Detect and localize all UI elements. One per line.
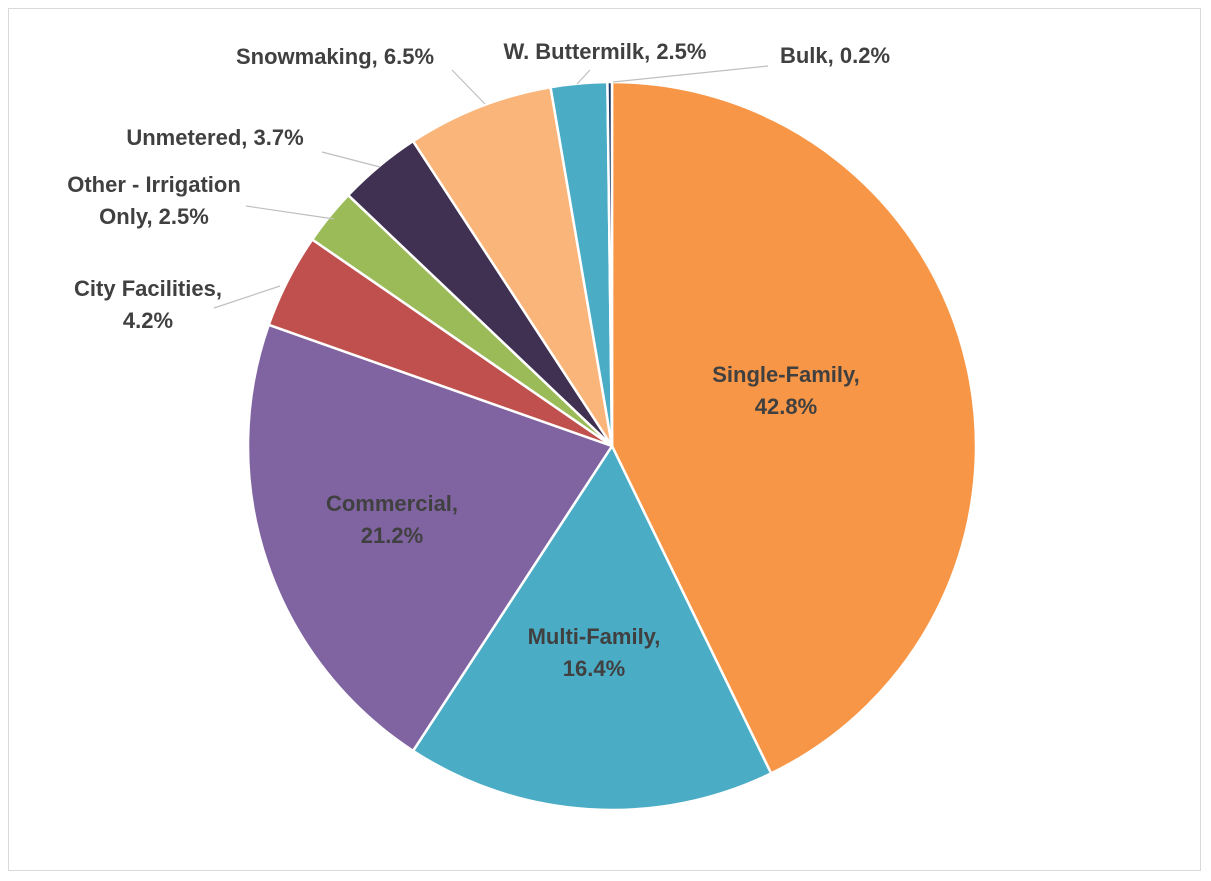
- pie-slice-snowmaking: [411, 85, 614, 448]
- data-label-line: 16.4%: [563, 656, 625, 681]
- data-label-line: Other - Irrigation: [67, 172, 241, 197]
- data-label-line: Commercial,: [326, 491, 458, 516]
- data-label-unmetered: Unmetered, 3.7%: [126, 125, 303, 150]
- leader-line-w-buttermilk: [576, 69, 591, 85]
- data-label-line: 4.2%: [123, 308, 173, 333]
- pie-slices: [246, 80, 978, 812]
- data-label-line: Snowmaking, 6.5%: [236, 44, 434, 69]
- data-label-line: Single-Family,: [712, 362, 860, 387]
- data-label-snowmaking: Snowmaking, 6.5%: [236, 44, 434, 69]
- data-label-city-facilities: City Facilities, 4.2%: [74, 276, 222, 333]
- data-label-multi-family: Multi-Family, 16.4%: [528, 624, 661, 681]
- data-label-line: Bulk, 0.2%: [780, 43, 890, 68]
- leader-line-bulk: [612, 65, 769, 83]
- slice-labels: Single-Family, 42.8% Multi-Family, 16.4% Com…: [67, 39, 890, 681]
- data-label-other-irrigation-only: Other - Irrigation Only, 2.5%: [67, 172, 241, 229]
- leader-lines: [213, 65, 769, 309]
- pie-slice-single-family: [610, 80, 978, 775]
- leader-line-snowmaking: [451, 69, 486, 105]
- pie-slice-bulk: [606, 80, 614, 448]
- leader-line-other-irrigation-only: [245, 205, 335, 220]
- data-label-line: City Facilities,: [74, 276, 222, 301]
- data-label-line: W. Buttermilk, 2.5%: [504, 39, 707, 64]
- data-label-w-buttermilk: W. Buttermilk, 2.5%: [504, 39, 707, 64]
- pie-slice-multi-family: [411, 444, 773, 812]
- pie-slice-commercial: [246, 323, 614, 753]
- data-label-line: 42.8%: [755, 394, 817, 419]
- data-label-commercial: Commercial, 21.2%: [326, 491, 458, 548]
- data-label-line: Only, 2.5%: [99, 204, 209, 229]
- data-label-bulk: Bulk, 0.2%: [780, 43, 890, 68]
- leader-line-city-facilities: [213, 285, 281, 309]
- data-label-line: 21.2%: [361, 523, 423, 548]
- data-label-line: Unmetered, 3.7%: [126, 125, 303, 150]
- leader-line-unmetered: [321, 151, 381, 168]
- data-label-line: Multi-Family,: [528, 624, 661, 649]
- data-label-single-family: Single-Family, 42.8%: [712, 362, 860, 419]
